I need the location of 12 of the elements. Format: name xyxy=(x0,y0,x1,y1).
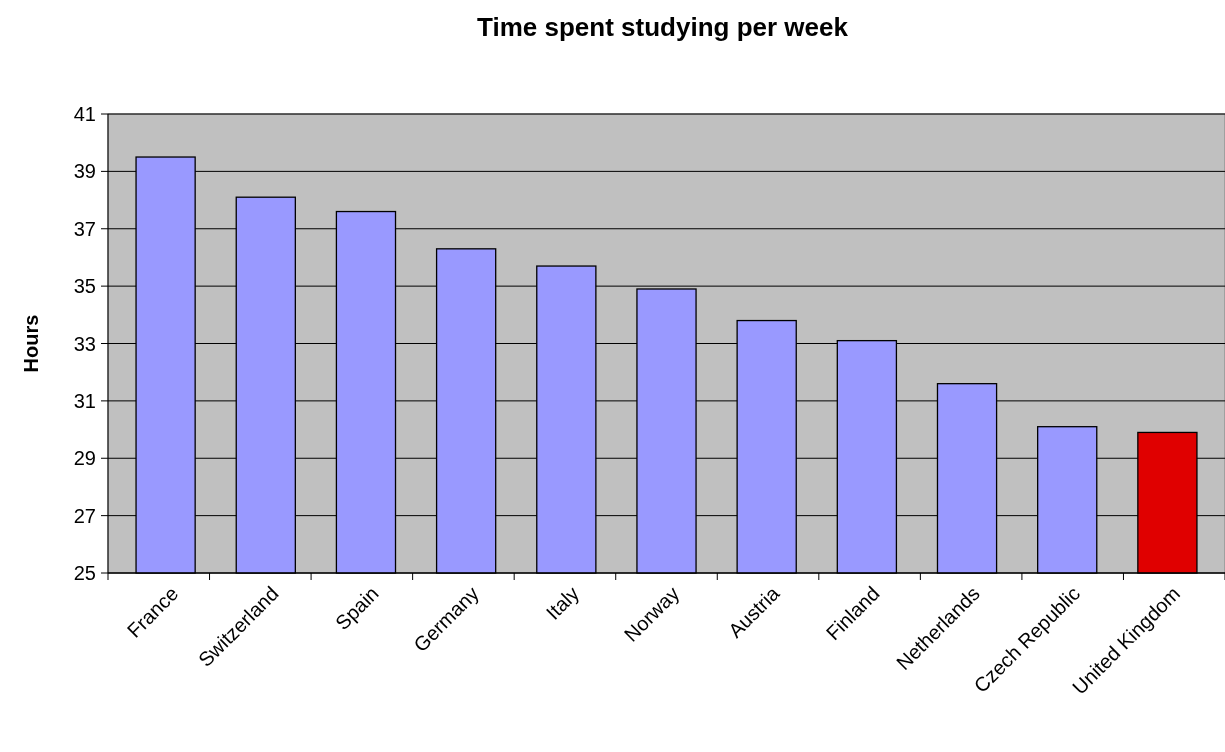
y-tick-label: 37 xyxy=(73,217,96,240)
y-tick-label: 35 xyxy=(73,275,96,298)
y-tick-label: 39 xyxy=(73,160,96,183)
y-tick-label: 27 xyxy=(73,504,96,527)
y-tick-label: 41 xyxy=(73,103,96,125)
y-tick-label: 33 xyxy=(73,332,96,355)
y-tick-label: 31 xyxy=(73,389,96,412)
x-tick-label: Italy xyxy=(541,582,584,624)
chart-title: Time spent studying per week xyxy=(477,12,849,42)
y-tick-label: 25 xyxy=(73,562,96,584)
y-tick-label: 29 xyxy=(73,447,96,470)
y-axis-title: Hours xyxy=(20,314,42,373)
